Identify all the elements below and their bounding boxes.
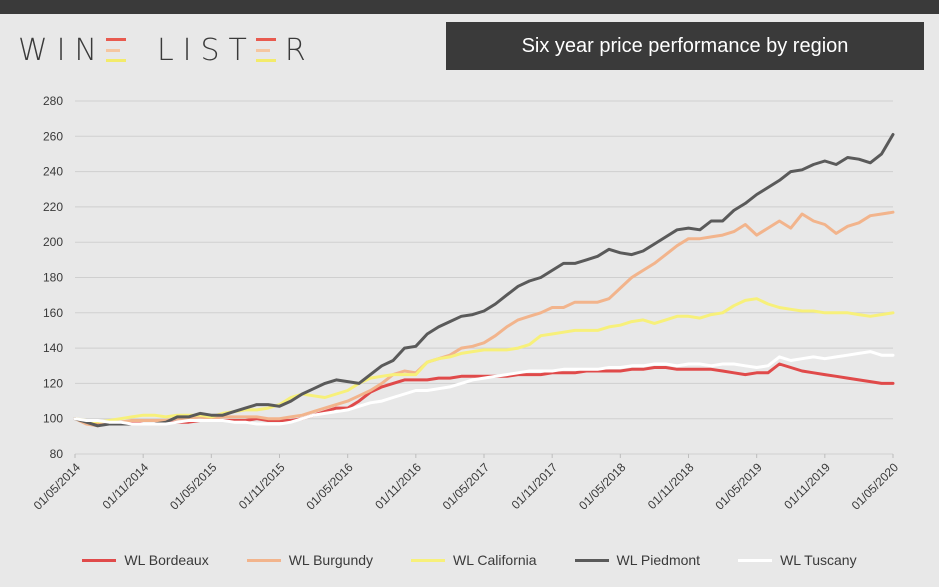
series-line-wl-burgundy [73, 210, 895, 428]
y-tick-label: 140 [43, 341, 63, 355]
chart-legend: WL Bordeaux WL Burgundy WL California WL Pi… [0, 545, 939, 575]
legend-label: WL Piedmont [616, 552, 701, 568]
y-tick-label: 120 [43, 376, 63, 390]
x-tick-label: 01/11/2014 [100, 460, 152, 512]
y-tick-label: 200 [43, 235, 63, 249]
chart-title-box: Six year price performance by region [446, 22, 924, 70]
legend-swatch [246, 558, 281, 562]
x-tick-label: 01/05/2020 [849, 460, 902, 513]
legend-swatch [411, 558, 446, 562]
series-line-wl-piedmont [73, 133, 895, 428]
logo-text-left: WIN [18, 32, 106, 68]
legend-item: WL Burgundy [246, 552, 374, 568]
y-tick-label: 180 [43, 271, 63, 285]
legend-label: WL California [453, 552, 537, 568]
logo-e-mark-icon-2 [255, 38, 276, 62]
logo-e2-bar-bottom [255, 59, 276, 62]
legend-item: WL Tuscany [738, 552, 857, 568]
logo-e2-bar-middle [255, 48, 270, 52]
logo-text-right: R [284, 32, 315, 68]
legend-label: WL Tuscany [780, 552, 857, 568]
series-line-wl-tuscany [73, 350, 895, 426]
chart-title: Six year price performance by region [521, 34, 849, 57]
x-tick-label: 01/05/2015 [167, 460, 220, 513]
y-tick-label: 260 [43, 129, 63, 143]
x-tick-label: 01/11/2018 [645, 460, 697, 512]
logo-e-bar-middle [105, 48, 120, 52]
legend-item: WL California [411, 552, 537, 568]
y-tick-label: 220 [43, 200, 63, 214]
legend-item: WL Bordeaux [82, 552, 209, 568]
x-tick-label: 01/11/2019 [781, 460, 833, 512]
y-tick-label: 240 [43, 165, 63, 179]
x-tick-label: 01/11/2016 [372, 460, 424, 512]
x-tick-label: 01/11/2015 [236, 460, 288, 512]
legend-label: WL Burgundy [288, 552, 374, 568]
x-tick-label: 01/05/2016 [303, 460, 356, 513]
x-tick-label: 01/05/2018 [576, 460, 629, 513]
legend-swatch [738, 558, 773, 562]
logo-e-bar-top [105, 38, 126, 41]
y-tick-label: 100 [43, 412, 63, 426]
legend-label: WL Bordeaux [124, 552, 209, 568]
series-line-wl-california [73, 297, 895, 424]
top-bar [0, 0, 939, 14]
y-tick-label: 80 [50, 447, 64, 461]
logo-e-bar-bottom [105, 59, 126, 62]
x-tick-label: 01/05/2017 [440, 460, 493, 513]
y-tick-label: 160 [43, 306, 63, 320]
logo-e-mark-icon [105, 38, 126, 62]
x-tick-label: 01/05/2014 [31, 460, 84, 513]
legend-swatch [574, 558, 609, 562]
logo-e2-bar-top [255, 38, 276, 41]
x-tick-label: 01/11/2017 [509, 460, 561, 512]
brand-logo: WIN LIST R [18, 30, 315, 70]
logo-text-mid: LIST [156, 32, 256, 68]
x-tick-label: 01/05/2019 [712, 460, 765, 513]
legend-item: WL Piedmont [574, 552, 701, 568]
legend-swatch [82, 558, 117, 562]
y-tick-label: 280 [43, 94, 63, 108]
